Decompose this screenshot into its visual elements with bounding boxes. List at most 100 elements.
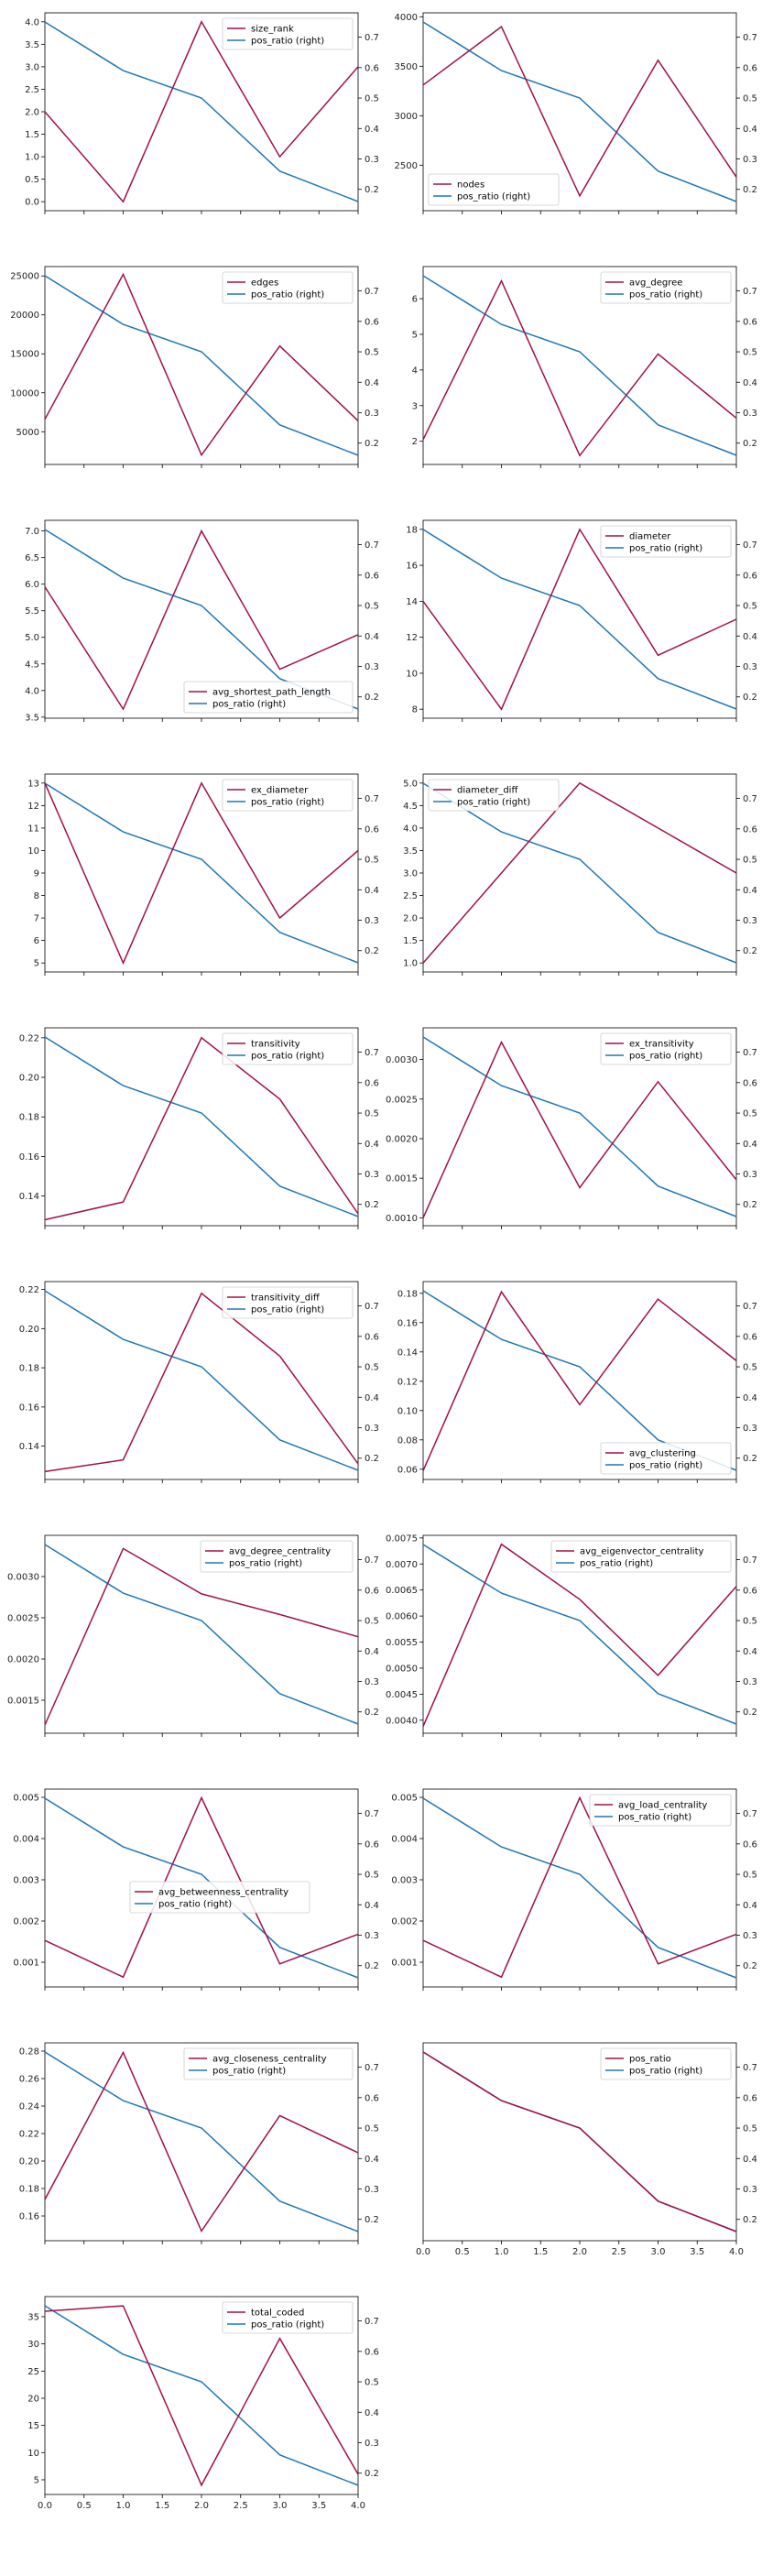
right-tick-label: 0.2 — [365, 2215, 379, 2225]
right-tick-label: 0.5 — [365, 856, 379, 866]
right-tick-label: 0.6 — [365, 1586, 379, 1596]
legend-box — [222, 1286, 354, 1319]
legend: avg_betweenness_centrality pos_ratio (rig… — [129, 1881, 310, 1914]
series-line-transitivity_diff — [44, 1292, 359, 1473]
right-tick-label: 0.3 — [365, 1170, 379, 1180]
legend: ex_transitivity pos_ratio (right) — [600, 1032, 732, 1065]
y-tick-label: 0.14 — [19, 1442, 39, 1452]
series-line-pos-ratio — [44, 1290, 359, 1471]
right-tick-label: 0.5 — [365, 94, 379, 104]
right-tick-label: 0.7 — [743, 1302, 757, 1312]
right-tick-label: 0.3 — [743, 916, 757, 926]
right-tick-label: 0.4 — [743, 2155, 757, 2165]
legend-box — [600, 1442, 732, 1475]
y-tick-label: 0.0060 — [386, 1612, 418, 1622]
right-tick-label: 0.2 — [365, 693, 379, 703]
y-tick-label: 2.5 — [25, 85, 39, 95]
right-tick-label: 0.7 — [365, 2063, 379, 2073]
y-tick-label: 12 — [406, 633, 418, 643]
y-tick-label: 1.5 — [403, 936, 418, 946]
y-tick-label: 5 — [34, 2475, 39, 2485]
y-tick-label: 4.5 — [403, 802, 418, 812]
y-tick-label: 7 — [34, 914, 39, 924]
series-line-ex_transitivity — [422, 1040, 737, 1218]
y-tick-label: 15000 — [10, 350, 39, 360]
y-tick-label: 2 — [412, 437, 418, 447]
subplot-size_rank: 0.0 0.5 1.0 1.5 2.0 2.5 3.0 3.5 4.0 0.2 0.3 0.4 0.5 0… — [25, 12, 379, 214]
right-tick-label: 0.7 — [365, 1809, 379, 1819]
legend-label: avg_load_centrality — [618, 1801, 707, 1811]
legend-label: pos_ratio (right) — [629, 544, 702, 554]
y-tick-label: 0.0020 — [7, 1655, 39, 1665]
y-tick-label: 0.06 — [397, 1465, 418, 1475]
legend: diameter_diff pos_ratio (right) — [428, 779, 560, 812]
series-line-transitivity — [44, 1036, 359, 1221]
y-tick-label: 0.004 — [391, 1835, 418, 1845]
legend-label: pos_ratio (right) — [212, 700, 286, 710]
y-tick-label: 4.5 — [25, 660, 39, 670]
y-tick-label: 0.5 — [25, 175, 39, 185]
y-tick-label: 3500 — [395, 62, 418, 72]
y-tick-label: 5000 — [16, 428, 39, 438]
legend-label: transitivity — [251, 1040, 300, 1050]
right-tick-label: 0.3 — [365, 2439, 379, 2449]
right-tick-label: 0.2 — [365, 1200, 379, 1210]
y-tick-label: 3.5 — [25, 713, 39, 723]
right-tick-label: 0.5 — [743, 1109, 757, 1119]
legend-box — [600, 271, 732, 304]
right-tick-label: 0.2 — [743, 1200, 757, 1210]
y-tick-label: 0.0020 — [386, 1134, 418, 1144]
y-tick-label: 10 — [27, 2449, 39, 2459]
right-tick-label: 0.6 — [743, 1078, 757, 1088]
right-tick-label: 0.4 — [365, 125, 379, 135]
series-line-pos-ratio — [44, 1797, 359, 1979]
y-tick-label: 0.0045 — [386, 1690, 418, 1700]
right-tick-label: 0.5 — [743, 602, 757, 612]
right-tick-label: 0.3 — [743, 1931, 757, 1941]
y-tick-label: 4.0 — [25, 17, 39, 27]
y-tick-label: 2.0 — [25, 108, 39, 118]
legend-label: avg_clustering — [629, 1449, 696, 1459]
right-tick-label: 0.7 — [743, 33, 757, 43]
series-line-avg_betweenness_centrality — [44, 1796, 359, 1979]
right-tick-label: 0.6 — [365, 1839, 379, 1850]
right-tick-label: 0.4 — [365, 1901, 379, 1911]
right-tick-label: 0.7 — [743, 287, 757, 297]
right-tick-label: 0.5 — [365, 1871, 379, 1881]
right-tick-label: 0.6 — [365, 63, 379, 73]
right-tick-label: 0.3 — [743, 409, 757, 419]
y-tick-label: 20 — [27, 2394, 39, 2404]
y-tick-label: 0.28 — [19, 2047, 39, 2058]
y-tick-label: 14 — [406, 597, 418, 607]
right-tick-label: 0.6 — [743, 824, 757, 835]
right-tick-label: 0.6 — [365, 2347, 379, 2357]
subplot-avg_closeness_centrality: 0.16 0.18 0.20 0.22 0.24 0.26 0.28 0.2 0.3 0.4 0.5… — [19, 2042, 379, 2244]
x-tick-label: 1.5 — [533, 2247, 548, 2257]
x-tick-label: 2.5 — [234, 2501, 248, 2511]
legend: avg_clustering pos_ratio (right) — [600, 1442, 732, 1475]
legend-box — [222, 271, 354, 304]
right-tick-label: 0.2 — [365, 946, 379, 956]
series-line-pos-ratio — [422, 1544, 737, 1725]
x-tick-label: 2.5 — [612, 2247, 626, 2257]
legend-label: ex_diameter — [251, 786, 309, 796]
right-tick-label: 0.6 — [365, 571, 379, 581]
y-tick-label: 0.14 — [397, 1348, 418, 1358]
right-tick-label: 0.2 — [743, 185, 757, 195]
y-tick-label: 0.0025 — [386, 1095, 418, 1105]
series-line-pos-ratio — [422, 782, 737, 964]
x-tick-label: 3.5 — [690, 2247, 704, 2257]
subplot-diameter_diff: 1.0 1.5 2.0 2.5 3.0 3.5 4.0 4.5 5.0 0.2 0.3 0.4 0.5 0… — [403, 773, 757, 976]
series-line-avg_closeness_centrality — [44, 2050, 359, 2233]
right-tick-label: 0.4 — [365, 378, 379, 388]
y-tick-label: 0.10 — [397, 1406, 418, 1416]
right-tick-label: 0.5 — [743, 1617, 757, 1627]
y-tick-label: 0.003 — [391, 1876, 418, 1886]
legend-label: pos_ratio (right) — [158, 1900, 232, 1910]
y-tick-label: 4.0 — [403, 824, 418, 834]
series-line-edges — [44, 272, 359, 457]
right-tick-label: 0.2 — [365, 439, 379, 449]
